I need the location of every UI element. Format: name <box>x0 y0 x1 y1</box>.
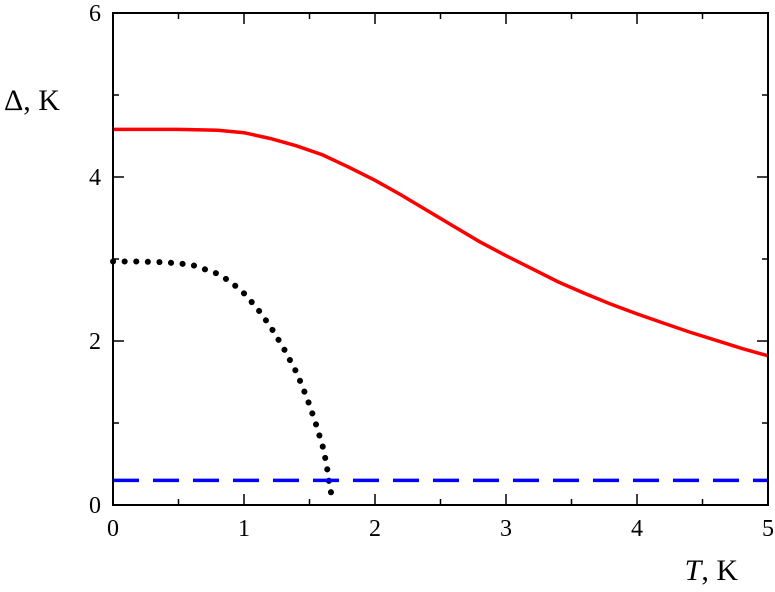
x-axis-label-symbol: T <box>685 554 704 587</box>
x-tick-label: 0 <box>107 516 119 542</box>
x-axis-label: T, K <box>685 554 739 587</box>
x-tick-label: 3 <box>500 516 512 542</box>
x-tick-label: 2 <box>369 516 381 542</box>
y-axis-label: Δ, K <box>4 84 60 117</box>
series-solid-red <box>113 127 769 358</box>
series-layer <box>110 127 769 500</box>
series-dotted-black <box>110 258 335 500</box>
plot-frame <box>112 12 769 506</box>
y-tick-label: 6 <box>89 1 101 27</box>
tick-labels: 0 1 2 3 4 5 0 2 4 6 <box>89 1 774 542</box>
x-tick-label: 5 <box>762 516 774 542</box>
ticks-layer <box>112 12 769 506</box>
y-tick-label: 4 <box>89 165 101 191</box>
x-tick-label: 4 <box>631 516 643 542</box>
y-tick-label: 0 <box>89 493 101 519</box>
x-tick-label: 1 <box>238 516 250 542</box>
x-axis-label-unit: , K <box>701 554 738 587</box>
y-tick-label: 2 <box>89 329 101 355</box>
